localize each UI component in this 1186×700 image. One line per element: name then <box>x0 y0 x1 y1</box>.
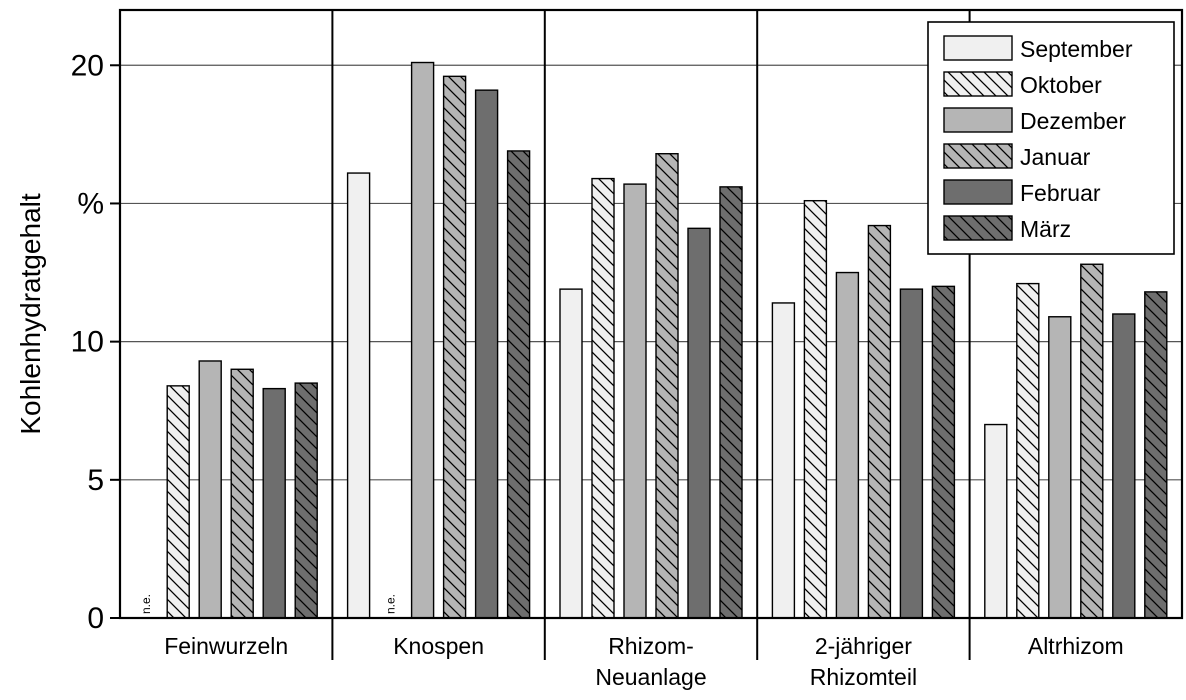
bar <box>346 172 371 619</box>
missing-value-label: n.e. <box>384 594 398 614</box>
axes-group: 0 5 10 20% Kohlenhydratgehalt Feinwurzeln Knos… <box>15 8 1184 690</box>
category-label: Rhizom- Neuanlage <box>595 633 706 690</box>
y-tick-label: 20 <box>71 49 104 82</box>
category-label-line: Altrhizom <box>1028 633 1124 659</box>
legend-swatch <box>943 215 1013 241</box>
bar <box>591 177 615 619</box>
bars-group: n.e. n.e. <box>139 61 1168 619</box>
legend-label: März <box>1020 216 1071 242</box>
bar <box>931 285 956 619</box>
bar <box>506 150 531 619</box>
legend-swatch <box>943 143 1013 169</box>
legend: September Oktober Dezember Januar Februar Mär… <box>927 21 1175 255</box>
legend-label: Dezember <box>1020 108 1126 134</box>
category-label-line: Rhizom- <box>608 633 694 659</box>
category-label-line: Rhizomteil <box>810 664 917 690</box>
category-label-line: Feinwurzeln <box>164 633 288 659</box>
bar <box>867 224 892 619</box>
legend-swatch <box>943 35 1013 61</box>
bar <box>1048 316 1072 619</box>
category-label: 2-jähriger Rhizomteil <box>810 633 917 690</box>
legend-swatch <box>943 71 1013 97</box>
missing-value-label: n.e. <box>139 594 153 614</box>
category-label: Altrhizom <box>1028 633 1124 659</box>
category-label-line: Knospen <box>393 633 484 659</box>
bar <box>719 186 743 619</box>
bar <box>294 382 318 619</box>
bar <box>899 288 924 619</box>
bar <box>166 385 190 619</box>
bar <box>474 89 499 619</box>
bar <box>1016 282 1040 619</box>
bar <box>803 199 828 619</box>
bar <box>1144 291 1168 619</box>
bar <box>262 387 286 619</box>
bar <box>623 183 647 619</box>
bar <box>410 61 435 619</box>
bar <box>835 271 860 619</box>
legend-swatch <box>943 107 1013 133</box>
bar <box>1112 313 1136 619</box>
y-tick-label: 10 <box>71 326 104 359</box>
y-axis-label: Kohlenhydratgehalt <box>15 193 46 435</box>
category-label: Feinwurzeln <box>164 633 288 659</box>
legend-swatch <box>943 179 1013 205</box>
legend-label: Februar <box>1020 180 1101 206</box>
bar <box>1080 263 1104 619</box>
legend-label: Oktober <box>1020 72 1102 98</box>
category-label-line: Neuanlage <box>595 664 706 690</box>
y-tick-label: 5 <box>87 464 104 497</box>
legend-label: September <box>1020 36 1133 62</box>
bar <box>442 75 467 619</box>
category-label: Knospen <box>393 633 484 659</box>
legend-label: Januar <box>1020 144 1091 170</box>
bar <box>655 153 679 619</box>
bar <box>198 360 222 619</box>
y-tick-label: 0 <box>87 602 104 635</box>
bar <box>984 423 1008 619</box>
bar <box>687 227 711 619</box>
bar <box>771 302 796 619</box>
plot-frame <box>118 8 1184 620</box>
y-tick-label: % <box>77 187 104 220</box>
bar <box>559 288 583 619</box>
category-label-line: 2-jähriger <box>815 633 912 659</box>
bar <box>230 368 254 619</box>
